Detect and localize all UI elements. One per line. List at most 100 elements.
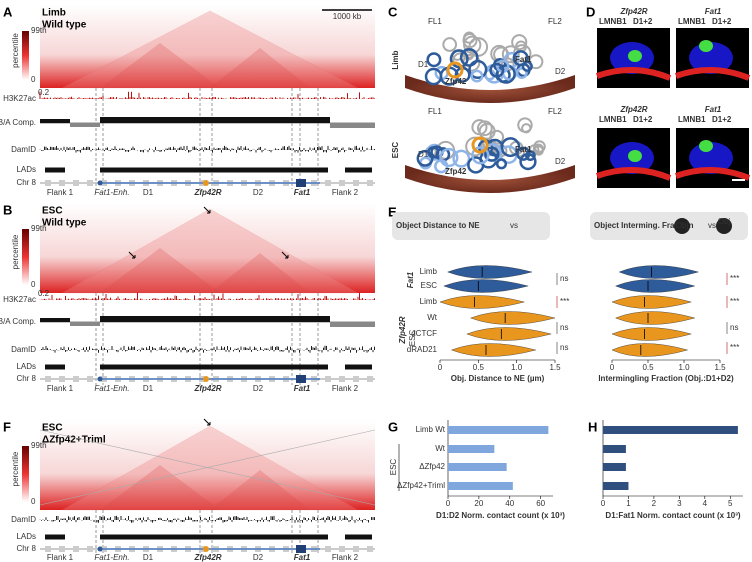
gene bbox=[325, 546, 331, 552]
stat-label: ns bbox=[560, 274, 568, 283]
lamina bbox=[595, 166, 672, 181]
obj-label: Obj bbox=[718, 217, 731, 226]
track-label: DamID bbox=[11, 345, 36, 354]
x-tick-label: 1.5 bbox=[549, 363, 561, 372]
gene bbox=[87, 546, 93, 552]
chromatin bbox=[476, 120, 493, 137]
compartment-block bbox=[100, 117, 330, 123]
lad-block bbox=[100, 364, 328, 370]
x-axis-title: D1:Fat1 Norm. contact count (x 10³) bbox=[605, 511, 740, 520]
fat1-locus bbox=[296, 375, 306, 383]
x-tick-label: 0.5 bbox=[473, 363, 485, 372]
structure-label: FL1 bbox=[428, 107, 442, 116]
gene bbox=[59, 546, 65, 552]
region-label: Zfp42R bbox=[193, 553, 221, 562]
colorbar-label: 99th bbox=[31, 26, 47, 35]
state-label: Limb bbox=[391, 50, 400, 69]
category-label: ΔZfp42 bbox=[419, 462, 445, 471]
row-label: Limb bbox=[420, 297, 438, 306]
violin bbox=[611, 343, 689, 357]
region-label: Flank 2 bbox=[332, 188, 359, 197]
vs-text: vs bbox=[708, 221, 716, 230]
signal-track bbox=[39, 345, 375, 353]
region-label: D2 bbox=[253, 384, 264, 393]
x-tick-label: 2 bbox=[652, 499, 657, 508]
group-label: ESC bbox=[408, 330, 417, 347]
enh bbox=[97, 376, 103, 382]
x-axis-title: Obj. Distance to NE (µm) bbox=[451, 374, 545, 383]
lad-block bbox=[100, 167, 328, 173]
structure-label: Fat1 bbox=[515, 145, 532, 154]
lad-block bbox=[345, 534, 372, 540]
track-label: H3K27ac bbox=[3, 94, 36, 103]
structure-label: Zfp42 bbox=[445, 77, 467, 86]
region-label: Flank 1 bbox=[47, 553, 74, 562]
stat-label: ns bbox=[560, 323, 568, 332]
state-label: ESC bbox=[391, 142, 400, 159]
probe-blob bbox=[699, 140, 713, 152]
chromatin bbox=[426, 52, 442, 68]
violin bbox=[450, 343, 537, 357]
colorbar-label: 0 bbox=[31, 497, 36, 506]
x-tick-label: 1.0 bbox=[678, 363, 690, 372]
chromatin bbox=[511, 34, 528, 51]
colorbar-label: 99th bbox=[31, 441, 47, 450]
domain-label: D1+2 bbox=[712, 115, 732, 124]
colorbar-label: 99th bbox=[31, 224, 47, 233]
enh bbox=[97, 180, 103, 186]
track-label: DamID bbox=[11, 515, 36, 524]
chromatin bbox=[424, 67, 443, 86]
compartment-block bbox=[70, 322, 100, 326]
gene bbox=[59, 376, 65, 382]
lamina bbox=[595, 66, 672, 81]
row-label: Wt bbox=[427, 313, 438, 322]
panel-title: ESC bbox=[42, 206, 63, 217]
structure-label: D1 bbox=[418, 150, 429, 159]
region-label: Flank 2 bbox=[332, 384, 359, 393]
structure-label: Zfp42 bbox=[445, 167, 467, 176]
chromatin bbox=[521, 60, 533, 72]
violin bbox=[470, 311, 556, 325]
gene bbox=[339, 376, 345, 382]
violin bbox=[618, 265, 700, 279]
region-label: Flank 1 bbox=[47, 384, 74, 393]
zfp42-locus bbox=[203, 180, 209, 186]
x-tick-label: 3 bbox=[677, 499, 682, 508]
panel-subtitle: Wild type bbox=[42, 20, 87, 31]
zfp42-locus bbox=[203, 546, 209, 552]
signal-track bbox=[39, 515, 375, 523]
category-label: Limb Wt bbox=[416, 425, 446, 434]
stat-label: *** bbox=[730, 297, 739, 306]
chromatin bbox=[468, 59, 488, 80]
track-label: DamID bbox=[11, 145, 36, 154]
nuclear-envelope bbox=[405, 75, 575, 103]
track-label: Chr 8 bbox=[16, 178, 36, 187]
track-scale: 0.2 bbox=[38, 88, 50, 97]
bar bbox=[603, 426, 738, 434]
colorbar-title: percentile bbox=[11, 451, 20, 486]
stat-label: *** bbox=[560, 297, 569, 306]
gene bbox=[87, 180, 93, 186]
probe-label: Fat1 bbox=[705, 7, 722, 16]
region-label: Fat1-Enh. bbox=[94, 553, 129, 562]
chromatin bbox=[452, 149, 471, 168]
chromatin bbox=[500, 137, 521, 158]
gene bbox=[367, 376, 373, 382]
cross-artifact bbox=[39, 429, 376, 506]
x-tick-label: 1.0 bbox=[511, 363, 523, 372]
chromatin bbox=[467, 156, 485, 174]
zfp42 bbox=[471, 136, 489, 154]
tad-triangle bbox=[210, 48, 310, 88]
heatmap bbox=[40, 203, 375, 293]
row-label: dCTCF bbox=[411, 329, 437, 338]
header-box bbox=[392, 212, 550, 240]
bar bbox=[448, 445, 495, 453]
chromatin bbox=[484, 146, 500, 162]
panel-title: ESC bbox=[42, 423, 63, 434]
group-label: ESC bbox=[389, 459, 398, 476]
group-label: Zfp42R bbox=[398, 316, 407, 344]
chromatin bbox=[517, 117, 533, 133]
bar bbox=[448, 426, 549, 434]
gene bbox=[353, 180, 359, 186]
fat1-locus bbox=[296, 179, 306, 187]
